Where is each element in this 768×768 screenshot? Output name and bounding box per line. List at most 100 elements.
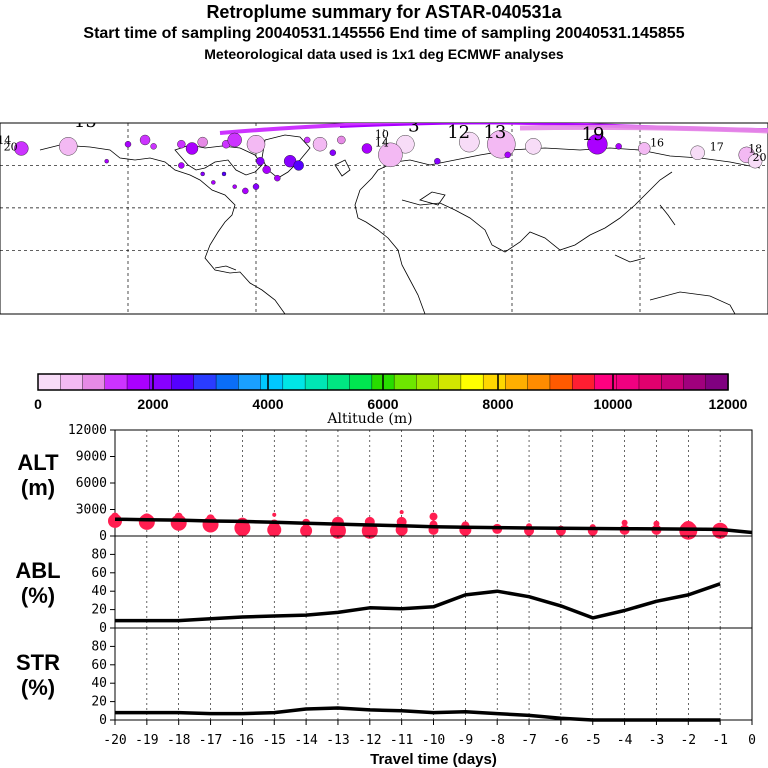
altitude-cluster-point [236, 517, 249, 530]
y-tick-label: 60 [91, 658, 107, 673]
colorbar-cell [349, 373, 373, 391]
x-tick-label: -11 [390, 733, 413, 748]
panel-label: STR [16, 650, 60, 675]
panel-unit: (%) [21, 583, 55, 608]
plume-cluster-marker [211, 180, 216, 185]
y-tick-label: 20 [91, 695, 107, 710]
y-tick-label: 3000 [76, 503, 107, 518]
alt-series-line [114, 517, 753, 535]
x-tick-label: -13 [326, 733, 349, 748]
plume-cluster-marker [361, 143, 373, 154]
colorbar-cell [60, 373, 84, 391]
x-tick-label: -10 [422, 733, 445, 748]
y-tick-label: 12000 [68, 423, 107, 438]
plume-cluster-marker [504, 151, 511, 159]
colorbar-cell [37, 373, 61, 391]
colorbar-cell [82, 373, 106, 391]
plume-day-label: 12 [447, 122, 470, 143]
colorbar-cell [260, 373, 284, 391]
plume-day-label: 19 [582, 124, 605, 145]
timeseries-panels: 120009000600030000ALT(m)806040200ABL(%)8… [15, 423, 753, 728]
colorbar-cell [571, 373, 596, 391]
colorbar-cell [126, 373, 150, 391]
x-tick-label: -4 [617, 733, 633, 748]
y-tick-label: 80 [91, 547, 107, 562]
plume-cluster-marker [304, 136, 311, 144]
x-tick-label: -2 [680, 733, 696, 748]
colorbar-cell [527, 373, 551, 391]
x-tick-label: -5 [585, 733, 601, 748]
plume-cluster-marker [378, 142, 403, 168]
colorbar-tick-label: 12000 [709, 396, 748, 412]
colorbar-cell [683, 373, 707, 391]
plume-cluster-marker [748, 153, 763, 169]
colorbar-cell [238, 373, 262, 391]
plume-day-label: 14 [375, 136, 389, 149]
altitude-cluster-point [653, 520, 660, 527]
colorbar-tick-label: 2000 [137, 396, 168, 412]
colorbar-cell [304, 373, 329, 391]
y-tick-label: 0 [99, 621, 107, 636]
x-tick-label: -7 [521, 733, 537, 748]
colorbar-cell [482, 373, 507, 391]
plume-cluster-marker [615, 143, 622, 150]
plume-cluster-marker [178, 162, 185, 169]
plume-cluster-marker [14, 141, 29, 156]
y-tick-label: 20 [91, 603, 107, 618]
colorbar-cell [505, 373, 529, 391]
altitude-cluster-point [429, 512, 438, 521]
colorbar-cell [661, 373, 685, 391]
y-tick-label: 9000 [76, 450, 107, 465]
y-tick-label: 40 [91, 676, 107, 691]
y-tick-label: 80 [91, 639, 107, 654]
x-axis-title: Travel time (days) [370, 751, 497, 768]
plume-cluster-marker [329, 149, 336, 156]
plume-cluster-marker [104, 158, 109, 164]
y-tick-label: 0 [99, 529, 107, 544]
plume-cluster-marker [139, 134, 151, 146]
plume-cluster-marker [232, 184, 237, 189]
abl-panel: 80 60 40 20 0 ABL(%) [15, 535, 753, 636]
colorbar-cell [171, 373, 195, 391]
panel-label: ABL [15, 558, 60, 583]
colorbar-cell [638, 373, 662, 391]
plume-cluster-marker [59, 137, 78, 156]
panel-label: ALT [17, 450, 59, 475]
plume-cluster-marker [177, 140, 186, 149]
sampling-times: Start time of sampling 20040531.145556 E… [83, 25, 685, 42]
colorbar-cell [438, 373, 462, 391]
plume-day-label: 20 [4, 141, 18, 154]
plume-day-label: 14 [0, 134, 11, 147]
plume-day-label: 20 [752, 151, 766, 164]
x-tick-label: -17 [199, 733, 222, 748]
plume-cluster-marker [150, 143, 157, 150]
colorbar-cell [705, 373, 729, 391]
colorbar-tick-label: 6000 [367, 396, 398, 412]
x-tick-label: -6 [553, 733, 569, 748]
plume-day-label: 15 [74, 111, 97, 132]
meteo-note: Meteorological data used is 1x1 deg ECMW… [204, 46, 564, 62]
colorbar-title: Altitude (m) [326, 411, 412, 427]
colorbar-tick-label: 10000 [594, 396, 633, 412]
plume-cluster-marker [587, 134, 608, 155]
plume-cluster-marker [293, 160, 304, 171]
panel-unit: (%) [21, 675, 55, 700]
colorbar-cell [393, 373, 418, 391]
plume-cluster-marker [274, 174, 281, 182]
plume-cluster-marker [525, 138, 542, 155]
x-tick-label: 0 [748, 733, 756, 748]
colorbar-tick-label: 8000 [482, 396, 513, 412]
plume-day-label: 18 [748, 143, 762, 156]
plume-cluster-marker [256, 156, 265, 166]
y-tick-label: 60 [91, 566, 107, 581]
plume-cluster-marker [200, 171, 205, 177]
x-tick-label: -8 [489, 733, 505, 748]
plume-cluster-marker [227, 132, 242, 148]
plume-cluster-marker [459, 131, 480, 153]
plume-cluster-marker [252, 183, 260, 190]
colorbar-cell [193, 373, 217, 391]
x-tick-label: -3 [649, 733, 665, 748]
altitude-cluster-point [300, 524, 313, 537]
